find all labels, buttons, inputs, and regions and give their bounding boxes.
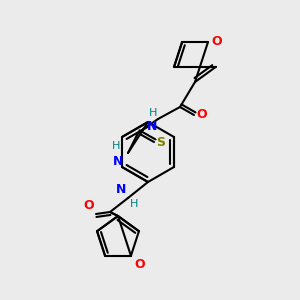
Text: H: H: [130, 199, 138, 209]
Text: S: S: [156, 136, 165, 148]
Text: O: O: [211, 35, 222, 48]
Text: O: O: [134, 258, 145, 271]
Text: O: O: [196, 109, 207, 122]
Text: N: N: [112, 155, 123, 168]
Text: H: H: [112, 141, 120, 151]
Text: H: H: [148, 108, 157, 118]
Text: N: N: [116, 183, 126, 196]
Text: N: N: [147, 120, 157, 133]
Text: O: O: [83, 199, 94, 212]
